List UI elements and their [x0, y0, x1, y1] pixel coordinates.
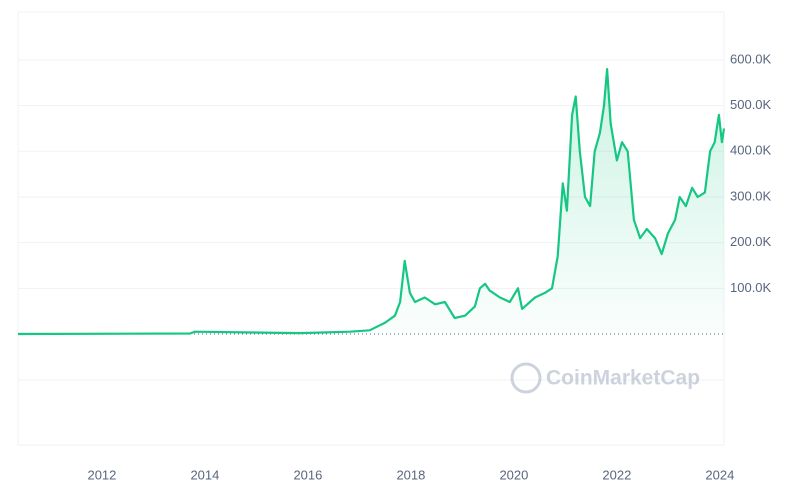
watermark-logo: [510, 362, 542, 394]
x-tick-label: 2016: [293, 467, 322, 482]
y-tick-label: 200.0K: [730, 234, 772, 249]
area-fill: [18, 69, 724, 334]
watermark: CoinMarketCap: [510, 362, 700, 394]
price-line: [17, 68, 726, 336]
y-tick-label: 300.0K: [730, 188, 772, 203]
x-tick-label: 2012: [87, 467, 116, 482]
x-tick-label: 2018: [396, 467, 425, 482]
watermark-text: CoinMarketCap: [546, 367, 700, 390]
x-tick-label: 2014: [190, 467, 219, 482]
x-tick-label: 2024: [705, 467, 734, 482]
y-tick-label: 400.0K: [730, 143, 772, 158]
x-tick-label: 2022: [602, 467, 631, 482]
y-tick-label: 600.0K: [730, 51, 772, 66]
x-tick-label: 2020: [499, 467, 528, 482]
y-tick-label: 100.0K: [730, 280, 772, 295]
y-tick-label: 500.0K: [730, 97, 772, 112]
